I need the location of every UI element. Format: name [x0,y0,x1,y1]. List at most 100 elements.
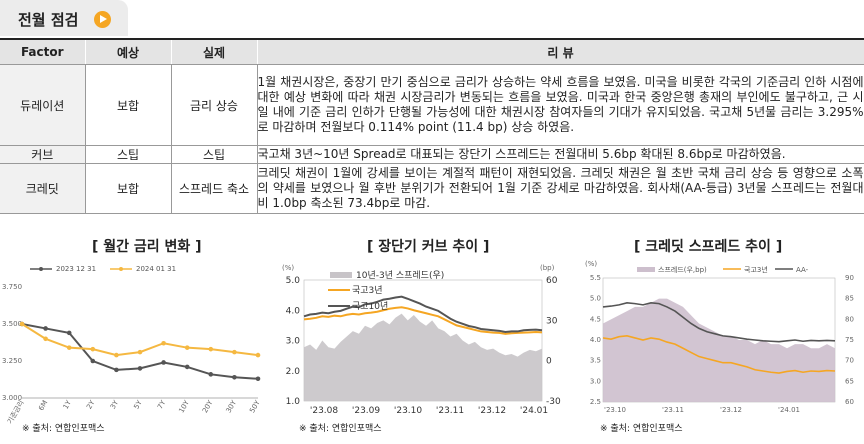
y-tick-label: 3.0 [590,377,601,385]
data-point [90,346,96,352]
y-tick-label: 3.000 [2,394,22,402]
expected-cell: 보합 [85,64,172,146]
y-tick-label: 4.5 [590,315,601,323]
y-right-tick-label: -30 [546,397,561,407]
chart1-title: [ 월간 금리 변화 ] [92,239,202,255]
y-tick-label: 4.0 [590,336,601,344]
y-unit-right: (bp) [540,264,555,272]
data-point [161,340,166,346]
y-right-tick-label: 70 [845,357,854,365]
x-tick-label: '23.12 [478,406,506,416]
x-tick-label: '24.01 [520,406,548,416]
series-line-2 [303,295,543,334]
y-tick-label: 3.5 [590,357,601,365]
data-point [184,364,190,370]
x-tick-label: '23.11 [436,406,464,416]
actual-cell: 스프레드 축소 [171,163,258,214]
series-area-spread [603,298,835,402]
x-tick-label: '23.10 [604,406,626,414]
review-cell: 크레딧 채권이 1월에 강세를 보이는 계절적 패턴이 재현되었음. 크레딧 채… [257,163,864,214]
legend-label-1: 국고3년 [352,285,383,296]
y-right-tick-label: 75 [845,336,854,344]
x-tick-label: 7Y [156,398,168,410]
y-tick-label: 2.5 [590,398,601,406]
y-right-tick-label: 65 [845,377,854,385]
data-point [90,358,96,364]
table-row: 듀레이션 보합 금리 상승 1월 채권시장은, 중장기 만기 중심으로 금리가 … [0,64,864,146]
y-right-tick-label: 60 [845,398,854,406]
y-unit-left: (%) [585,260,597,268]
x-tick-label: '23.11 [662,406,684,414]
data-point [114,352,119,358]
review-cell: 1월 채권시장은, 중장기 만기 중심으로 금리가 상승하는 약세 흐름을 보였… [257,64,864,146]
x-tick-label: 5Y [132,398,144,410]
table-row: 크레딧 보합 스프레드 축소 크레딧 채권이 1월에 강세를 보이는 계절적 패… [0,163,864,214]
legend-label-2: AA- [796,266,809,274]
actual-cell: 스팁 [171,145,258,164]
y-right-tick-label: 85 [845,295,854,303]
y-right-tick-label: 30 [546,316,558,326]
table-row: 커브 스팁 스팁 국고채 3년~10년 Spread로 대표되는 장단기 스프레… [0,145,864,164]
chart-credit-spread-trend: (%) 5.5 5.0 4.5 4.0 3.5 3.0 2.5 90 85 80 75 70 65 60 '2… [585,260,854,414]
y-right-tick-label: 80 [845,315,854,323]
section-title: 전월 점검 [18,11,79,29]
x-tick-label: '24.01 [778,406,800,414]
y-right-tick-label: 60 [546,276,558,286]
series-line-2 [602,301,836,343]
y-tick-label: 1.0 [286,397,301,407]
series-area-spread [304,313,542,401]
col-header-actual: 실제 [171,40,258,65]
factor-cell: 크레딧 [0,163,86,214]
y-right-tick-label: 90 [845,274,854,282]
col-header-factor: Factor [0,40,86,65]
legend-label-2: 국고10년 [352,301,388,312]
data-point [232,349,237,355]
legend-marker-0 [39,267,43,271]
x-tick-label: '23.12 [720,406,742,414]
data-point [66,345,72,350]
data-point [137,366,143,371]
factor-cell: 듀레이션 [0,64,86,146]
play-arrow-icon[interactable] [94,11,111,28]
data-point [208,346,214,352]
source-note-2: ※ 출처: 연합인포맥스 [299,424,382,434]
data-point [66,330,72,336]
data-point [137,349,143,355]
y-tick-label: 3.750 [2,283,22,291]
y-unit-left: (%) [282,264,294,272]
header-rule [0,38,864,40]
x-tick-label: 3Y [109,398,121,410]
table-header-row: Factor 예상 실제 리 뷰 [0,40,864,65]
y-tick-label: 2.0 [286,367,301,377]
y-tick-label: 3.250 [2,357,22,365]
data-point [43,336,48,342]
chart3-title: [ 크레딧 스프레드 추이 ] [634,239,783,255]
data-point [255,376,261,382]
chart2-title: [ 장단기 커브 추이 ] [367,239,490,255]
col-header-expected: 예상 [85,40,172,65]
y-right-tick-label: 0 [546,357,552,367]
y-tick-label: 5.0 [286,276,301,286]
review-cell: 국고채 3년~10년 Spread로 대표되는 장단기 스프레드는 전월대비 5… [257,145,864,164]
col-header-review: 리 뷰 [257,40,864,65]
data-point [255,352,261,358]
expected-cell: 보합 [85,163,172,214]
y-tick-label: 5.5 [590,274,601,282]
data-point [114,367,119,373]
legend-marker-1 [119,267,123,271]
legend-swatch-0 [330,272,352,278]
legend-swatch-0 [637,267,655,272]
y-tick-label: 5.0 [590,295,601,303]
legend-label-0: 2023 12 31 [56,265,96,273]
legend-label-0: 스프레드(우,bp) [658,265,707,274]
x-tick-label: 6M [37,399,49,412]
expected-cell: 스팁 [85,145,172,164]
chart-curve-trend: (%) (bp) 5.0 4.0 3.0 2.0 1.0 60 30 0 -30 '23.08 '23.… [282,264,561,416]
x-tick-label: 1Y [62,398,74,410]
y-tick-label: 3.0 [286,337,301,347]
legend-label-1: 국고3년 [744,265,768,274]
review-table: Factor 예상 실제 리 뷰 듀레이션 보합 금리 상승 1월 채권시장은,… [0,40,864,214]
x-tick-label: '23.10 [394,406,423,416]
actual-cell: 금리 상승 [171,64,258,146]
